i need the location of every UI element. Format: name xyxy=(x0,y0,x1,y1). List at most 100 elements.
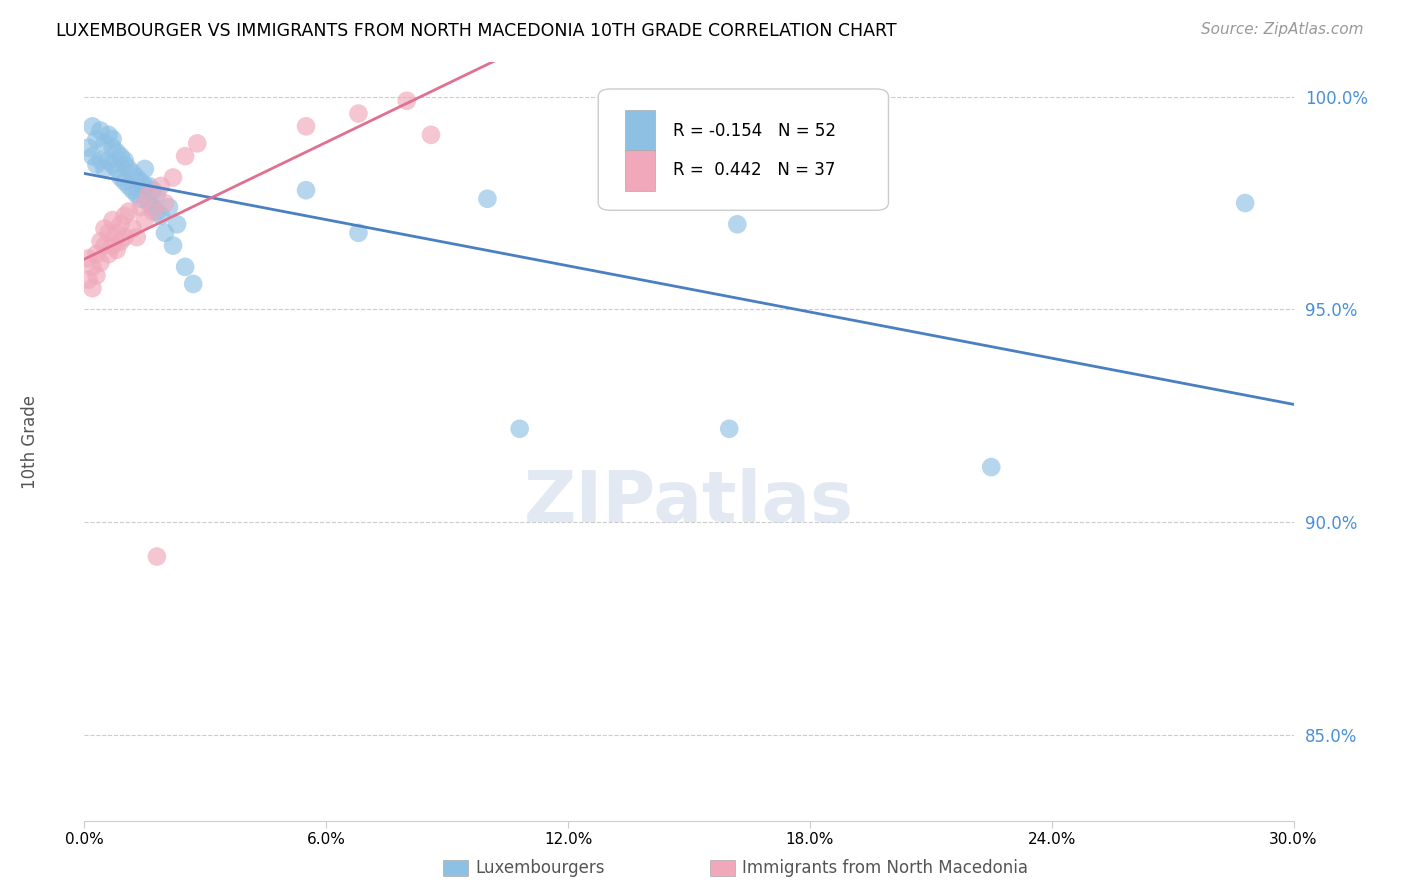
Point xyxy=(125,170,148,185)
Point xyxy=(186,136,208,151)
Point xyxy=(93,238,115,252)
FancyBboxPatch shape xyxy=(624,150,655,191)
Point xyxy=(89,153,111,168)
Text: LUXEMBOURGER VS IMMIGRANTS FROM NORTH MACEDONIA 10TH GRADE CORRELATION CHART: LUXEMBOURGER VS IMMIGRANTS FROM NORTH MA… xyxy=(56,22,897,40)
Point xyxy=(121,166,143,180)
Point xyxy=(138,196,160,211)
Point xyxy=(101,238,124,252)
Point xyxy=(82,120,104,134)
Point xyxy=(134,161,156,176)
Point xyxy=(138,187,160,202)
Point xyxy=(142,183,165,197)
Point xyxy=(101,141,124,155)
Point xyxy=(97,247,120,261)
Point xyxy=(162,238,184,252)
Text: R = -0.154   N = 52: R = -0.154 N = 52 xyxy=(673,122,837,140)
Point xyxy=(125,187,148,202)
Point xyxy=(114,158,136,172)
Point xyxy=(347,106,370,120)
Point xyxy=(162,170,184,185)
Point xyxy=(146,204,169,219)
Point xyxy=(129,192,152,206)
Point xyxy=(93,136,115,151)
Point xyxy=(82,281,104,295)
Point xyxy=(149,178,172,193)
Point xyxy=(718,422,741,436)
Point xyxy=(153,226,176,240)
Point xyxy=(86,132,108,146)
Point xyxy=(97,128,120,142)
Point xyxy=(82,260,104,274)
Point xyxy=(89,255,111,269)
Point xyxy=(101,158,124,172)
Point xyxy=(82,149,104,163)
Point xyxy=(114,209,136,223)
Point xyxy=(105,145,128,159)
Point xyxy=(142,200,165,214)
Text: Immigrants from North Macedonia: Immigrants from North Macedonia xyxy=(742,859,1028,877)
Point xyxy=(420,128,443,142)
Point xyxy=(110,170,132,185)
Point xyxy=(114,230,136,244)
Point xyxy=(121,221,143,235)
Point xyxy=(146,549,169,564)
Text: 10th Grade: 10th Grade xyxy=(21,394,39,489)
FancyBboxPatch shape xyxy=(624,111,655,152)
Point xyxy=(121,183,143,197)
Text: ZIPatlas: ZIPatlas xyxy=(524,467,853,537)
Point xyxy=(118,178,141,193)
Point xyxy=(125,230,148,244)
Point xyxy=(347,226,370,240)
Point xyxy=(149,209,172,223)
Point xyxy=(77,252,100,266)
Point xyxy=(86,247,108,261)
Point xyxy=(181,277,204,291)
Point xyxy=(93,221,115,235)
Point xyxy=(110,149,132,163)
Point xyxy=(157,200,180,214)
Point xyxy=(174,260,197,274)
Point xyxy=(110,217,132,231)
Point xyxy=(477,192,499,206)
Point xyxy=(138,178,160,193)
Point xyxy=(295,120,318,134)
Point xyxy=(129,175,152,189)
Point xyxy=(93,161,115,176)
Point xyxy=(105,226,128,240)
Point xyxy=(105,243,128,257)
Point xyxy=(89,235,111,249)
Point xyxy=(509,422,531,436)
Point xyxy=(134,213,156,227)
Point xyxy=(980,460,1002,475)
Point xyxy=(1234,196,1257,211)
Point xyxy=(114,153,136,168)
Point xyxy=(142,204,165,219)
Point xyxy=(86,158,108,172)
Point xyxy=(97,226,120,240)
Point xyxy=(86,268,108,283)
Point xyxy=(134,178,156,193)
Point xyxy=(295,183,318,197)
Point xyxy=(118,204,141,219)
Text: Luxembourgers: Luxembourgers xyxy=(475,859,605,877)
Point xyxy=(129,200,152,214)
Point xyxy=(146,187,169,202)
Point xyxy=(118,161,141,176)
Point xyxy=(395,94,418,108)
Point xyxy=(105,161,128,176)
Point xyxy=(101,132,124,146)
Point xyxy=(101,213,124,227)
Point xyxy=(77,273,100,287)
Point xyxy=(114,175,136,189)
Point xyxy=(153,196,176,211)
Point xyxy=(77,141,100,155)
Text: Source: ZipAtlas.com: Source: ZipAtlas.com xyxy=(1201,22,1364,37)
Point xyxy=(725,217,748,231)
Point xyxy=(89,123,111,137)
Point xyxy=(97,153,120,168)
Text: R =  0.442   N = 37: R = 0.442 N = 37 xyxy=(673,161,835,179)
Point xyxy=(166,217,188,231)
Point xyxy=(110,235,132,249)
Point xyxy=(174,149,197,163)
FancyBboxPatch shape xyxy=(599,89,889,211)
